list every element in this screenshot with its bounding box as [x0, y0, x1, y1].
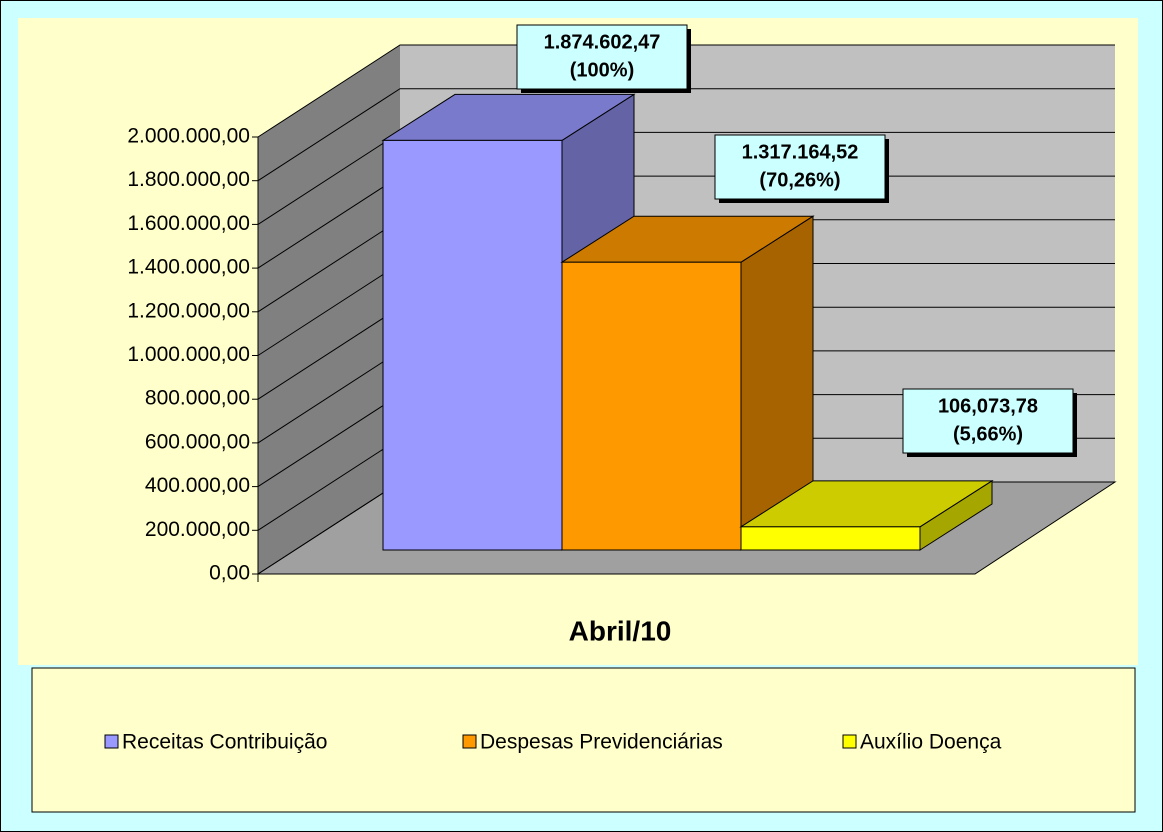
y-tick-label: 1.200.000,00	[127, 299, 250, 322]
bar	[739, 479, 994, 551]
y-tick-label: 1.600.000,00	[127, 212, 250, 235]
label-box	[902, 388, 1074, 454]
legend-box	[31, 667, 1136, 813]
x-tick-label: Abril/10	[569, 615, 672, 646]
legend-label: Despesas Previdenciárias	[480, 731, 723, 754]
legend-marker	[104, 734, 119, 749]
y-tick-label: 200.000,00	[145, 518, 250, 541]
bar	[560, 215, 815, 551]
legend-label: Receitas Contribuição	[122, 731, 327, 754]
y-tick-label: 1.000.000,00	[127, 343, 250, 366]
y-tick-label: 0,00	[209, 562, 250, 585]
y-tick-label: 800.000,00	[145, 387, 250, 410]
grid-line	[257, 88, 1115, 182]
y-tick-label: 1.400.000,00	[127, 256, 250, 279]
y-tick-label: 400.000,00	[145, 474, 250, 497]
data-label-share: (5,66%)	[953, 423, 1023, 445]
grid-line	[257, 44, 1115, 138]
y-tick-label: 1.800.000,00	[127, 168, 250, 191]
data-label: 1.317.164,52	[742, 141, 859, 163]
legend-label: Auxílio Doença	[860, 731, 1002, 754]
y-tick-label: 2.000.000,00	[127, 125, 250, 148]
data-label-share: (100%)	[570, 59, 634, 81]
label-box	[516, 24, 688, 90]
bar-front	[740, 526, 921, 551]
bar-front	[561, 261, 742, 551]
label-box	[714, 134, 886, 200]
legend-marker	[462, 734, 477, 749]
data-label-share: (70,26%)	[759, 169, 840, 191]
y-tick-label: 600.000,00	[145, 430, 250, 453]
bar-front	[382, 139, 563, 551]
data-label: 106,073,78	[938, 395, 1038, 417]
data-label: 1.874.602,47	[544, 31, 661, 53]
legend-marker	[842, 734, 857, 749]
